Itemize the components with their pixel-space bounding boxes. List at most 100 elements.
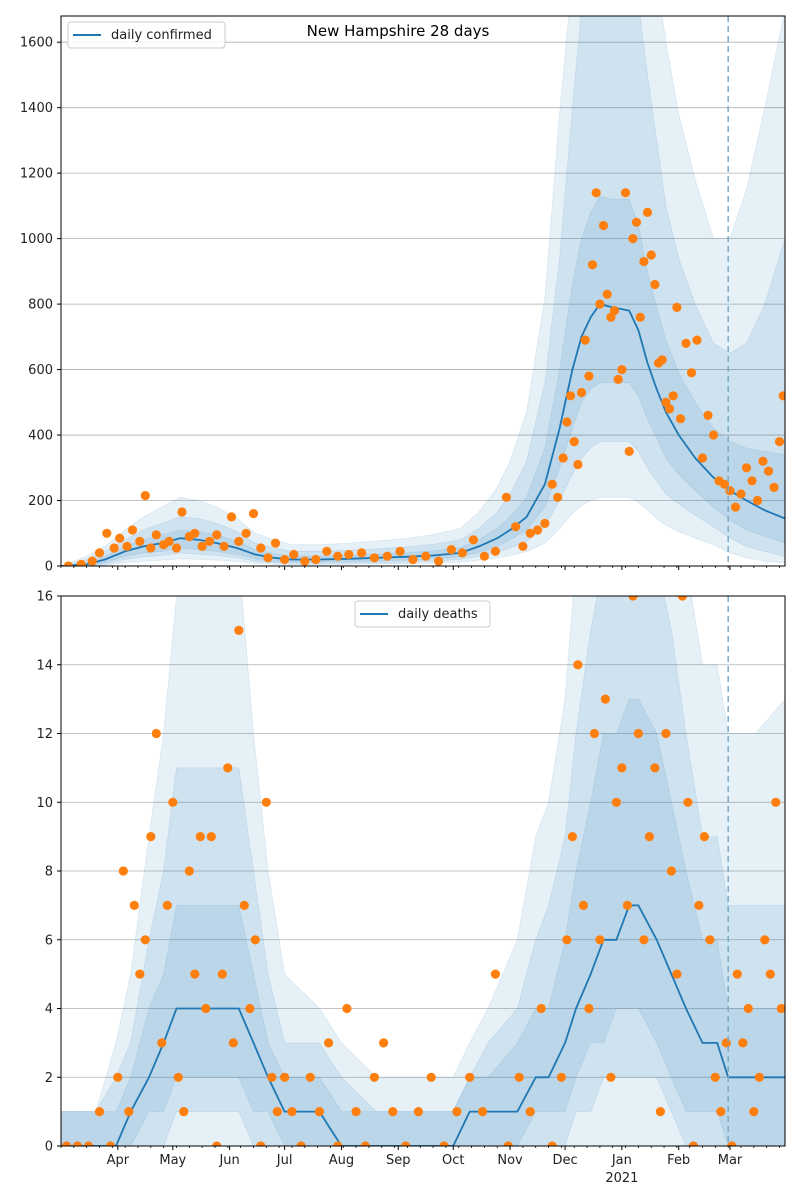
observed-point — [135, 536, 145, 547]
observed-point — [270, 538, 281, 548]
observed-point — [102, 528, 112, 538]
observed-point — [190, 969, 200, 979]
observed-point — [289, 549, 299, 560]
observed-point — [171, 543, 182, 553]
observed-point — [683, 797, 693, 807]
observed-point — [639, 935, 649, 945]
observed-point — [738, 1038, 748, 1048]
series-line — [61, 303, 785, 566]
observed-point — [699, 832, 710, 842]
observed-point — [510, 522, 521, 532]
observed-point — [708, 430, 719, 440]
observed-point — [631, 217, 642, 227]
observed-point — [311, 554, 321, 565]
observed-point — [127, 525, 138, 535]
observed-point — [197, 541, 207, 552]
observed-point — [369, 1072, 379, 1082]
observed-point — [135, 969, 145, 979]
observed-point — [657, 355, 667, 365]
observed-point — [76, 559, 86, 566]
confirmed-line-layer — [61, 303, 785, 566]
observed-point — [646, 250, 656, 260]
observed-point — [591, 188, 601, 198]
deaths-x-axis: Apr May Jun Jul Aug Sep Oct Nov Dec Jan 2021 Feb Mar — [60, 1146, 780, 1186]
observed-point — [87, 556, 97, 566]
observed-point — [503, 1141, 513, 1146]
observed-point — [644, 832, 655, 842]
observed-point — [263, 553, 273, 563]
uncertainty-band-1 — [61, 195, 785, 566]
observed-point — [677, 596, 687, 601]
observed-point — [727, 1141, 737, 1146]
observed-point — [234, 536, 244, 547]
observed-point — [421, 551, 431, 561]
observed-point — [314, 1107, 324, 1117]
observed-point — [668, 391, 678, 401]
observed-point — [190, 528, 200, 538]
observed-point — [452, 1107, 462, 1117]
deaths-legend: daily deaths — [354, 600, 491, 628]
observed-point — [547, 1141, 557, 1146]
deaths-line-layer — [61, 904, 785, 1146]
observed-point — [333, 551, 343, 561]
series-line — [61, 904, 785, 1146]
observed-point — [342, 1003, 352, 1014]
observed-point — [692, 335, 702, 345]
observed-point — [388, 1107, 398, 1117]
deaths-legend-label: daily deaths — [398, 607, 478, 622]
y-tick-label: 16 — [36, 590, 53, 605]
observed-point — [408, 554, 418, 565]
observed-point — [256, 543, 266, 553]
observed-point — [758, 456, 768, 466]
observed-point — [562, 935, 572, 945]
y-tick-label: 14 — [36, 658, 53, 673]
observed-point — [267, 1072, 277, 1082]
observed-point — [245, 1003, 255, 1014]
observed-point — [204, 536, 215, 547]
x-tick-label: Sep — [386, 1153, 411, 1168]
observed-point — [157, 1038, 167, 1048]
y-tick-label: 1400 — [20, 101, 53, 116]
observed-point — [587, 260, 598, 270]
observed-point — [83, 1141, 94, 1146]
observed-point — [569, 437, 579, 447]
y-tick-label: 1000 — [20, 232, 53, 247]
observed-point — [635, 312, 645, 322]
observed-point — [576, 387, 587, 398]
observed-point — [553, 492, 563, 502]
observed-point — [490, 546, 500, 556]
observed-point — [536, 1003, 546, 1014]
y-tick-label: 10 — [36, 796, 53, 811]
observed-point — [287, 1107, 297, 1117]
observed-point — [369, 553, 379, 563]
observed-point — [778, 391, 785, 401]
observed-point — [305, 1072, 315, 1082]
observed-point — [613, 374, 623, 384]
observed-point — [540, 518, 550, 529]
observed-point — [395, 546, 405, 556]
observed-point — [206, 832, 216, 842]
observed-point — [201, 1003, 211, 1014]
uncertainty-band-2 — [61, 16, 785, 566]
observed-point — [168, 797, 178, 807]
observed-point — [248, 508, 259, 519]
observed-point — [580, 335, 590, 345]
confirmed-legend-box — [67, 21, 226, 49]
observed-point — [688, 1141, 698, 1146]
observed-point — [565, 391, 576, 401]
observed-point — [344, 549, 354, 560]
observed-point — [129, 900, 139, 911]
observed-point — [606, 1072, 616, 1082]
observed-point — [228, 1038, 238, 1048]
observed-point — [776, 1003, 785, 1014]
observed-point — [250, 935, 260, 945]
observed-point — [518, 541, 528, 552]
observed-point — [584, 371, 594, 381]
observed-point — [115, 533, 125, 543]
observed-point — [743, 1003, 753, 1014]
x-tick-label: Nov — [497, 1153, 523, 1168]
y-tick-label: 0 — [45, 560, 53, 575]
observed-point — [226, 512, 237, 522]
observed-point — [401, 1141, 411, 1146]
observed-point — [633, 728, 644, 739]
